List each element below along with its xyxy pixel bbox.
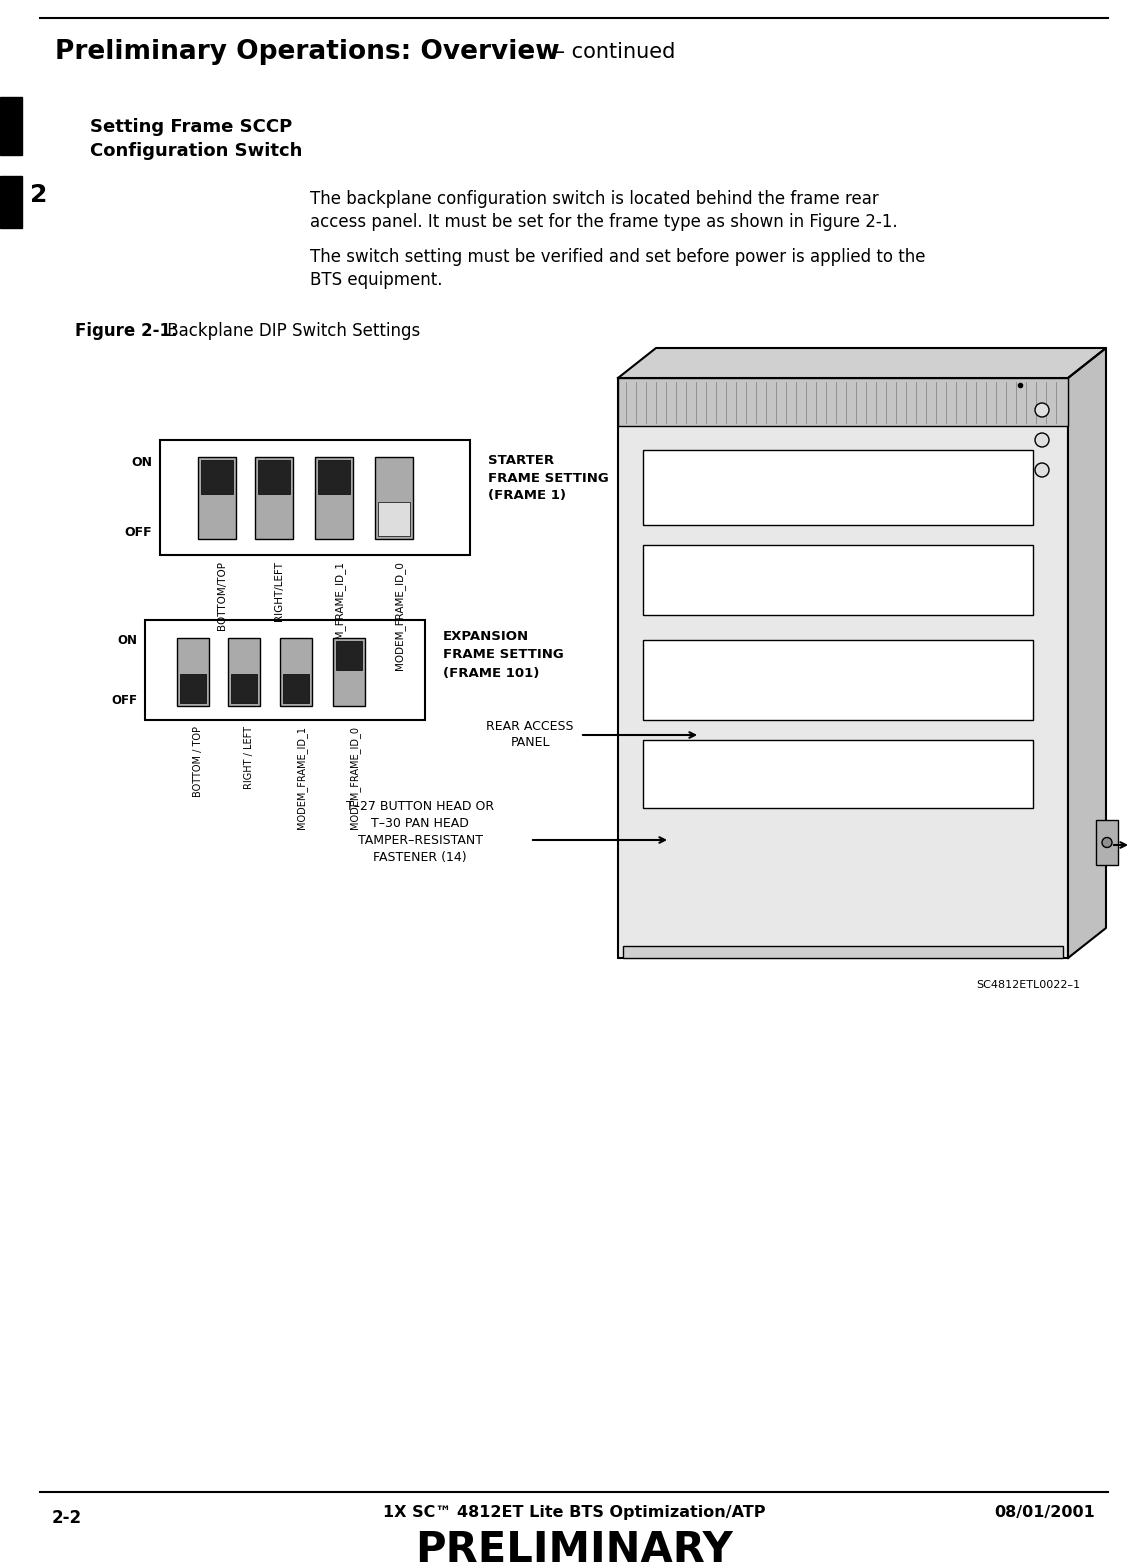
Text: T–27 BUTTON HEAD OR
T–30 PAN HEAD
TAMPER–RESISTANT
FASTENER (14): T–27 BUTTON HEAD OR T–30 PAN HEAD TAMPER… [346,800,494,864]
Text: ON: ON [131,455,152,468]
Text: SC4812ETL0022–1: SC4812ETL0022–1 [976,980,1080,991]
Text: OFF: OFF [124,526,152,540]
Bar [315,457,352,538]
Bar [643,451,1033,524]
Bar [177,639,209,706]
Circle shape [1035,434,1049,448]
Text: STARTER
FRAME SETTING
(FRAME 1): STARTER FRAME SETTING (FRAME 1) [488,454,608,502]
Text: Figure 2-1:: Figure 2-1: [75,322,178,340]
Bar [255,457,293,538]
Bar [375,457,413,538]
Bar [618,379,1068,958]
Text: 2: 2 [30,183,47,207]
Text: PRELIMINARY: PRELIMINARY [416,1529,732,1565]
Bar [201,460,233,495]
Text: MODEM_FRAME_ID_0: MODEM_FRAME_ID_0 [394,560,405,670]
Circle shape [1102,837,1112,848]
Bar [228,639,259,706]
Text: MODEM_FRAME_ID_1: MODEM_FRAME_ID_1 [296,726,307,829]
Text: BTS equipment.: BTS equipment. [310,271,442,290]
Text: The backplane configuration switch is located behind the frame rear: The backplane configuration switch is lo… [310,189,878,208]
Bar [643,640,1033,720]
Bar [643,545,1033,615]
Bar [336,642,362,670]
Bar [0,175,22,228]
Bar [1096,820,1118,865]
Text: RIGHT / LEFT: RIGHT / LEFT [245,726,254,789]
Text: – continued: – continued [548,42,675,63]
Text: MODEM_FRAME_ID_1: MODEM_FRAME_ID_1 [334,560,344,670]
Circle shape [1035,463,1049,477]
Bar [0,97,22,155]
Text: BOTTOM/TOP: BOTTOM/TOP [217,560,227,631]
Bar [231,675,257,703]
Text: 2-2: 2-2 [52,1509,83,1527]
Text: The switch setting must be verified and set before power is applied to the: The switch setting must be verified and … [310,247,925,266]
Text: 1X SC™ 4812ET Lite BTS Optimization/ATP: 1X SC™ 4812ET Lite BTS Optimization/ATP [382,1506,766,1521]
Text: OFF: OFF [111,693,137,706]
Text: 08/01/2001: 08/01/2001 [994,1506,1095,1521]
Text: Configuration Switch: Configuration Switch [90,142,302,160]
Bar [197,457,236,538]
Bar [618,379,1068,426]
Bar [160,440,470,556]
Bar [623,945,1063,958]
Text: Backplane DIP Switch Settings: Backplane DIP Switch Settings [162,322,420,340]
Text: EXPANSION
FRAME SETTING
(FRAME 101): EXPANSION FRAME SETTING (FRAME 101) [443,631,564,679]
Bar [284,675,309,703]
Text: REAR ACCESS
PANEL: REAR ACCESS PANEL [487,720,574,750]
Text: RIGHT/LEFT: RIGHT/LEFT [274,560,284,621]
Bar [180,675,205,703]
Bar [145,620,425,720]
Bar [258,460,290,495]
Text: Setting Frame SCCP: Setting Frame SCCP [90,117,293,136]
Text: MODEM_FRAME_ID_0: MODEM_FRAME_ID_0 [349,726,360,829]
Polygon shape [618,347,1106,379]
Bar [318,460,350,495]
Text: Preliminary Operations: Overview: Preliminary Operations: Overview [55,39,559,66]
Bar [333,639,365,706]
Text: BOTTOM / TOP: BOTTOM / TOP [193,726,203,797]
Text: access panel. It must be set for the frame type as shown in Figure 2-1.: access panel. It must be set for the fra… [310,213,898,232]
Bar [643,740,1033,808]
Polygon shape [1068,347,1106,958]
Circle shape [1035,404,1049,416]
Bar [378,501,410,535]
Bar [280,639,312,706]
Text: ON: ON [117,634,137,646]
